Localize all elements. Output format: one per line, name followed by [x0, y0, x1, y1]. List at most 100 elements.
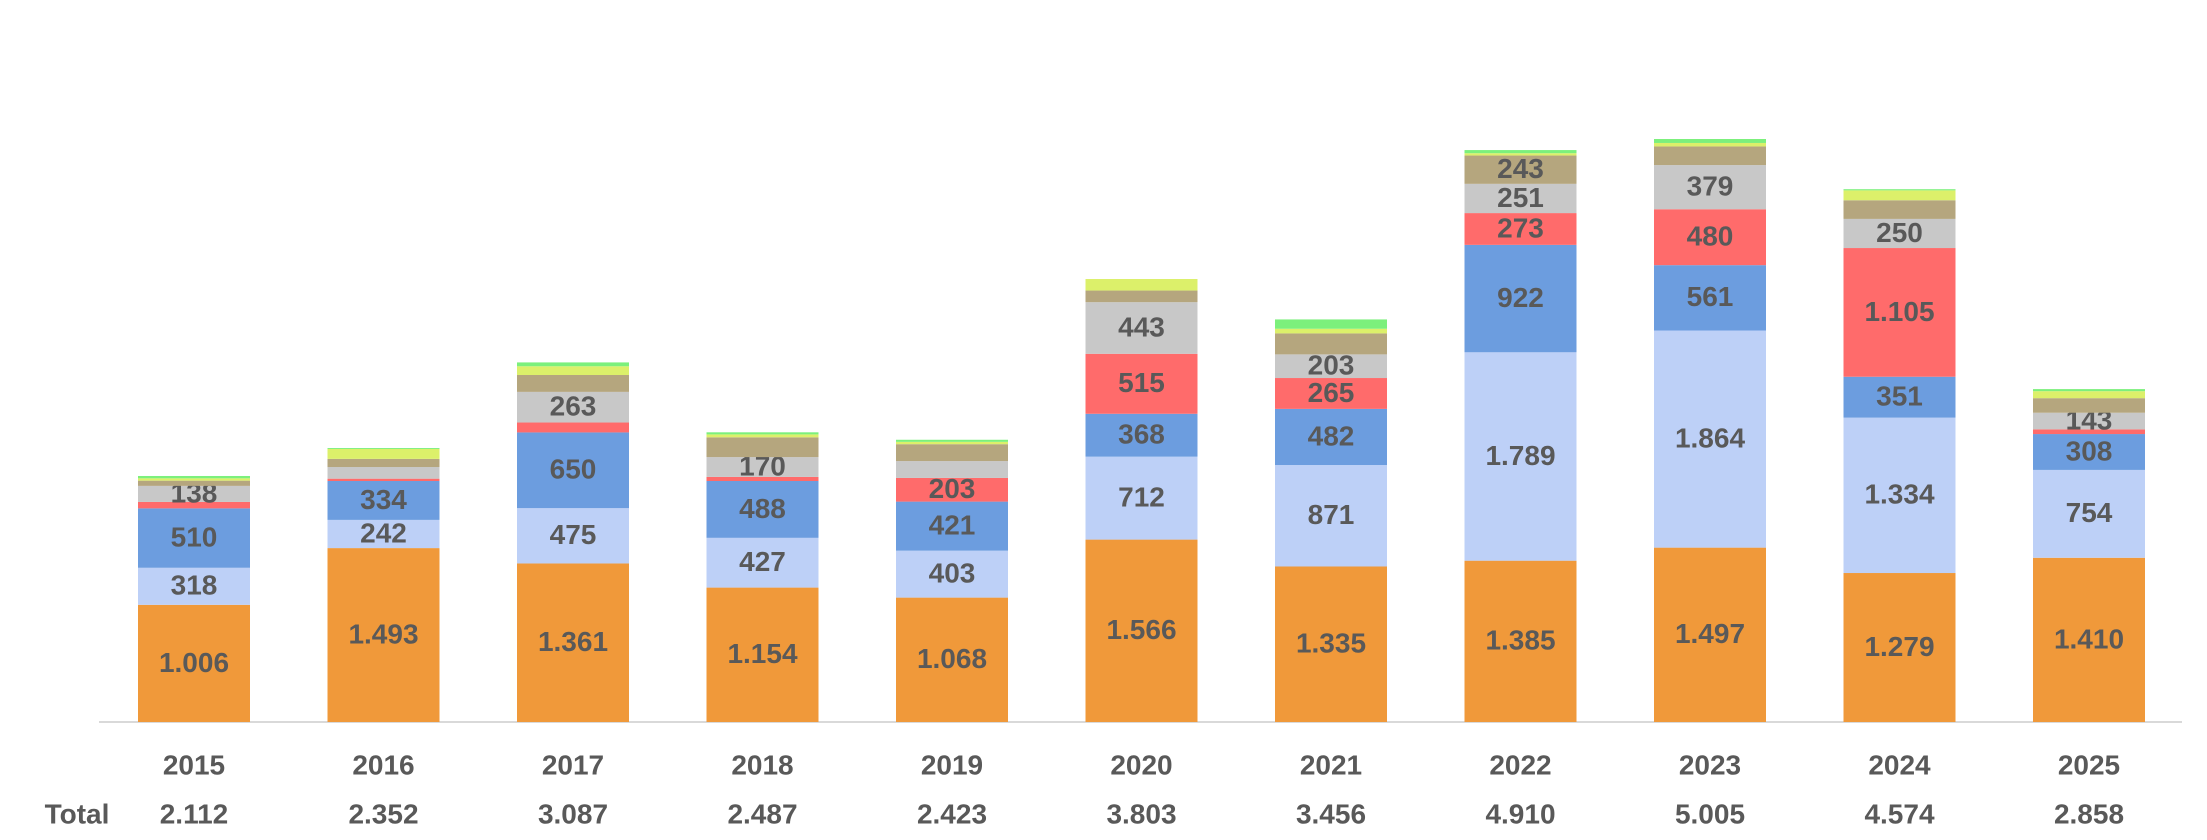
bar-segment [706, 537, 819, 588]
data-label: 475 [550, 519, 597, 550]
bar-segment [706, 432, 819, 435]
bar-segment [327, 458, 440, 468]
bar-segment [1464, 155, 1577, 184]
data-label: 1.566 [1106, 614, 1176, 645]
data-label: 251 [1497, 182, 1544, 213]
total-label: 4.910 [1485, 798, 1555, 829]
bar-segment [706, 457, 819, 477]
bar-segment [1654, 142, 1766, 147]
bar-segment [138, 567, 250, 605]
data-label: 1.410 [2054, 623, 2124, 654]
data-label: 1.334 [1864, 479, 1934, 510]
bar-segment [1654, 165, 1766, 210]
bar-segment [1654, 139, 1766, 143]
bar-segment [706, 480, 819, 538]
data-label: 480 [1687, 221, 1734, 252]
data-label: 421 [929, 510, 976, 541]
bar-segment [1085, 539, 1198, 722]
bar-segment [1275, 328, 1387, 334]
bar-segment [517, 391, 629, 423]
data-label: 712 [1118, 482, 1165, 513]
data-label: 250 [1876, 217, 1923, 248]
bar-segment [1464, 213, 1577, 245]
bar-segment [138, 485, 250, 502]
bar-segment [1464, 560, 1577, 722]
bar-segment [1275, 566, 1387, 722]
bar-segment [706, 587, 819, 722]
bar-segment [1843, 573, 1956, 722]
bar-segment [1654, 547, 1766, 722]
data-label: 1.361 [538, 626, 608, 657]
bar-segment [1275, 333, 1387, 355]
bar-segment [896, 439, 1008, 442]
bar-segment [1085, 302, 1198, 354]
total-label: 2.352 [348, 798, 418, 829]
data-label: 1.006 [159, 647, 229, 678]
total-label: 2.487 [727, 798, 797, 829]
bar-segment [896, 597, 1008, 722]
data-label: 263 [550, 391, 597, 422]
data-label: 1.279 [1864, 631, 1934, 662]
bar-segment [2033, 389, 2145, 392]
data-label: 482 [1308, 420, 1355, 451]
data-label: 379 [1687, 171, 1734, 202]
data-label: 203 [929, 473, 976, 504]
bar-segment [2033, 391, 2145, 399]
bar-segment [1654, 330, 1766, 548]
bar-segment [2033, 412, 2145, 430]
data-label: 351 [1876, 381, 1923, 412]
bar-segment [706, 476, 819, 481]
bar-segment [1843, 218, 1956, 249]
bar-segment [1275, 319, 1387, 329]
bar-segment [1843, 190, 1956, 201]
bar-segment [1085, 353, 1198, 414]
bar-segment [1085, 456, 1198, 540]
bar-segment [1275, 378, 1387, 409]
bar-segment [138, 604, 250, 722]
data-label: 243 [1497, 153, 1544, 184]
bar-segment [517, 366, 629, 375]
bar-segment [1275, 408, 1387, 466]
bar-segment [1464, 183, 1577, 214]
data-label: 1.493 [348, 618, 418, 649]
data-label: 318 [171, 570, 218, 601]
bar-segment [517, 432, 629, 509]
x-tick-label: 2016 [352, 749, 414, 780]
bar-segment [517, 374, 629, 392]
bar-segment [327, 448, 440, 459]
bar-segment [327, 448, 440, 449]
bar-segment [327, 519, 440, 549]
x-tick-label: 2020 [1110, 749, 1172, 780]
bar-segment [1275, 465, 1387, 567]
data-label: 515 [1118, 367, 1165, 398]
bar-segment [138, 508, 250, 568]
bar-segment [896, 477, 1008, 502]
x-tick-label: 2021 [1300, 749, 1362, 780]
x-tick-label: 2024 [1868, 749, 1931, 780]
x-tick-label: 2025 [2058, 749, 2120, 780]
bar-segment [1654, 265, 1766, 331]
total-label: 2.423 [917, 798, 987, 829]
data-label: 265 [1308, 377, 1355, 408]
data-label: 368 [1118, 419, 1165, 450]
bar-segment [896, 444, 1008, 462]
data-label: 650 [550, 454, 597, 485]
bar-segment [1843, 200, 1956, 219]
bar-segment [1464, 153, 1577, 156]
bar-segment [2033, 398, 2145, 413]
bar-segment [1464, 150, 1577, 154]
total-label: 4.574 [1864, 798, 1934, 829]
bar-segment [896, 461, 1008, 478]
bar-segment [327, 480, 440, 520]
x-tick-label: 2023 [1679, 749, 1741, 780]
x-tick-label: 2017 [542, 749, 604, 780]
data-label: 273 [1497, 212, 1544, 243]
bar-segment [896, 550, 1008, 598]
total-label: 2.112 [160, 798, 229, 829]
data-label: 427 [739, 546, 786, 577]
total-label: 2.858 [2054, 798, 2124, 829]
bar-segment [1464, 352, 1577, 561]
bar-segment [1464, 244, 1577, 353]
data-label: 443 [1118, 311, 1165, 342]
